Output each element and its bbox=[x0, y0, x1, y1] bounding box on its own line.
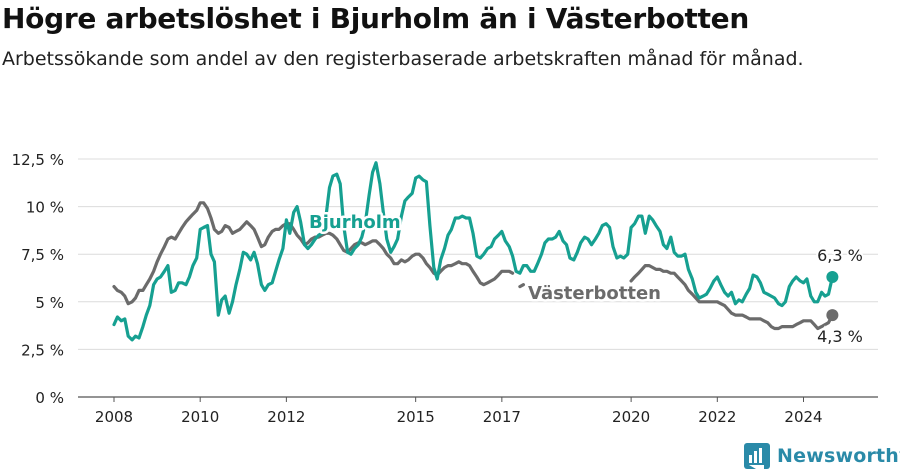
end-point-bjurholm bbox=[826, 271, 839, 284]
chart-subtitle: Arbetssökande som andel av den registerb… bbox=[2, 48, 804, 70]
series-line-bjurholm bbox=[112, 161, 834, 342]
x-tick-label: 2012 bbox=[267, 408, 305, 426]
series-line-v-sterbotten bbox=[629, 264, 834, 331]
series-label-v-sterbotten: Västerbotten bbox=[528, 283, 661, 304]
series-line-v-sterbotten bbox=[112, 201, 515, 306]
x-tick-label: 2008 bbox=[95, 408, 133, 426]
x-tick-label: 2015 bbox=[397, 408, 435, 426]
series-line-v-sterbotten bbox=[518, 283, 525, 289]
axis-layer: 0 % 2,5 % 5 % 7,5 % 10 % 12,5 % 2008 2010 2012 20… bbox=[12, 151, 823, 426]
end-point-v-sterbotten bbox=[826, 309, 839, 322]
x-tick-label: 2010 bbox=[181, 408, 219, 426]
y-tick-label: 7,5 % bbox=[21, 246, 64, 264]
grid-layer bbox=[78, 158, 878, 398]
y-tick-label: 10 % bbox=[26, 199, 64, 217]
series-layer bbox=[112, 161, 839, 342]
y-tick-label: 5 % bbox=[35, 294, 64, 312]
brand-name: Newsworthy bbox=[777, 445, 900, 467]
x-tick-label: 2022 bbox=[698, 408, 736, 426]
y-tick-label: 12,5 % bbox=[12, 151, 64, 169]
y-tick-label: 2,5 % bbox=[21, 341, 64, 359]
newsworthy-logo: Newsworthy bbox=[744, 443, 900, 469]
newsworthy-logo-icon bbox=[744, 443, 770, 469]
end-value-label: 6,3 % bbox=[817, 246, 863, 265]
x-tick-label: 2017 bbox=[483, 408, 521, 426]
end-value-label: 4,3 % bbox=[817, 327, 863, 346]
label-layer: Bjurholm Västerbotten 6,3 % 4,3 % bbox=[307, 210, 865, 349]
y-tick-label: 0 % bbox=[35, 389, 64, 407]
x-tick-label: 2024 bbox=[784, 408, 822, 426]
chart-title: Högre arbetslöshet i Bjurholm än i Väste… bbox=[2, 2, 750, 35]
x-tick-label: 2020 bbox=[612, 408, 650, 426]
series-label-bjurholm: Bjurholm bbox=[309, 212, 401, 233]
